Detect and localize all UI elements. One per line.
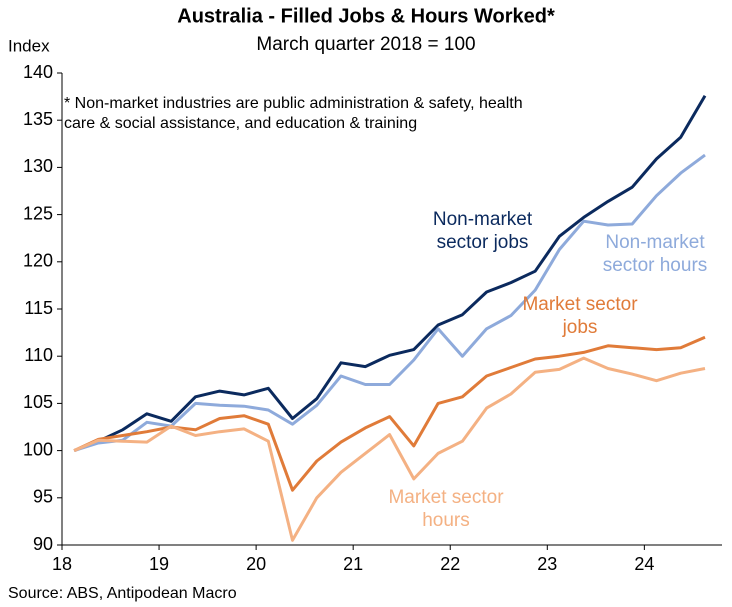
chart-title: Australia - Filled Jobs & Hours Worked* [177, 5, 555, 27]
chart-subtitle: March quarter 2018 = 100 [256, 34, 475, 55]
y-tick-label: 95 [33, 487, 53, 507]
x-tick-label: 19 [149, 554, 169, 574]
y-tick-label: 110 [24, 345, 53, 365]
series-line [73, 335, 706, 492]
x-tick-label: 22 [440, 554, 460, 574]
y-tick-label: 105 [23, 392, 53, 412]
x-tick-label: 21 [343, 554, 363, 574]
y-tick-label: 120 [23, 251, 53, 271]
series-label: Non-market sector jobs [432, 209, 533, 253]
y-tick-label: 100 [23, 439, 53, 459]
series-label-box: Non-market sector hours [602, 232, 708, 276]
series-label: Market sector hours [388, 487, 504, 531]
y-tick-label: 140 [23, 62, 53, 82]
y-tick-label: 125 [23, 203, 53, 223]
series-line [73, 153, 706, 453]
series-label-box: Market sector jobs [522, 294, 638, 338]
series-label-box: Market sector hours [388, 487, 504, 531]
note-box: * Non-market industries are public admin… [64, 95, 523, 132]
y-axis-label: Index [8, 36, 50, 55]
y-tick-label: 115 [24, 298, 53, 318]
series-line [73, 356, 706, 542]
series-label: Non-market sector hours [602, 232, 708, 276]
series-line [73, 94, 707, 452]
y-tick-label: 130 [23, 156, 53, 176]
x-tick-label: 24 [634, 554, 654, 574]
x-tick-label: 20 [246, 554, 266, 574]
note: * Non-market industries are public admin… [64, 95, 523, 132]
series-label-box: Non-market sector jobs [432, 209, 533, 253]
y-tick-label: 90 [33, 534, 53, 554]
x-tick-label: 23 [537, 554, 557, 574]
source: Source: ABS, Antipodean Macro [8, 585, 237, 602]
y-tick-label: 135 [23, 109, 53, 129]
x-tick-label: 18 [52, 554, 72, 574]
series-label: Market sector jobs [522, 294, 638, 338]
